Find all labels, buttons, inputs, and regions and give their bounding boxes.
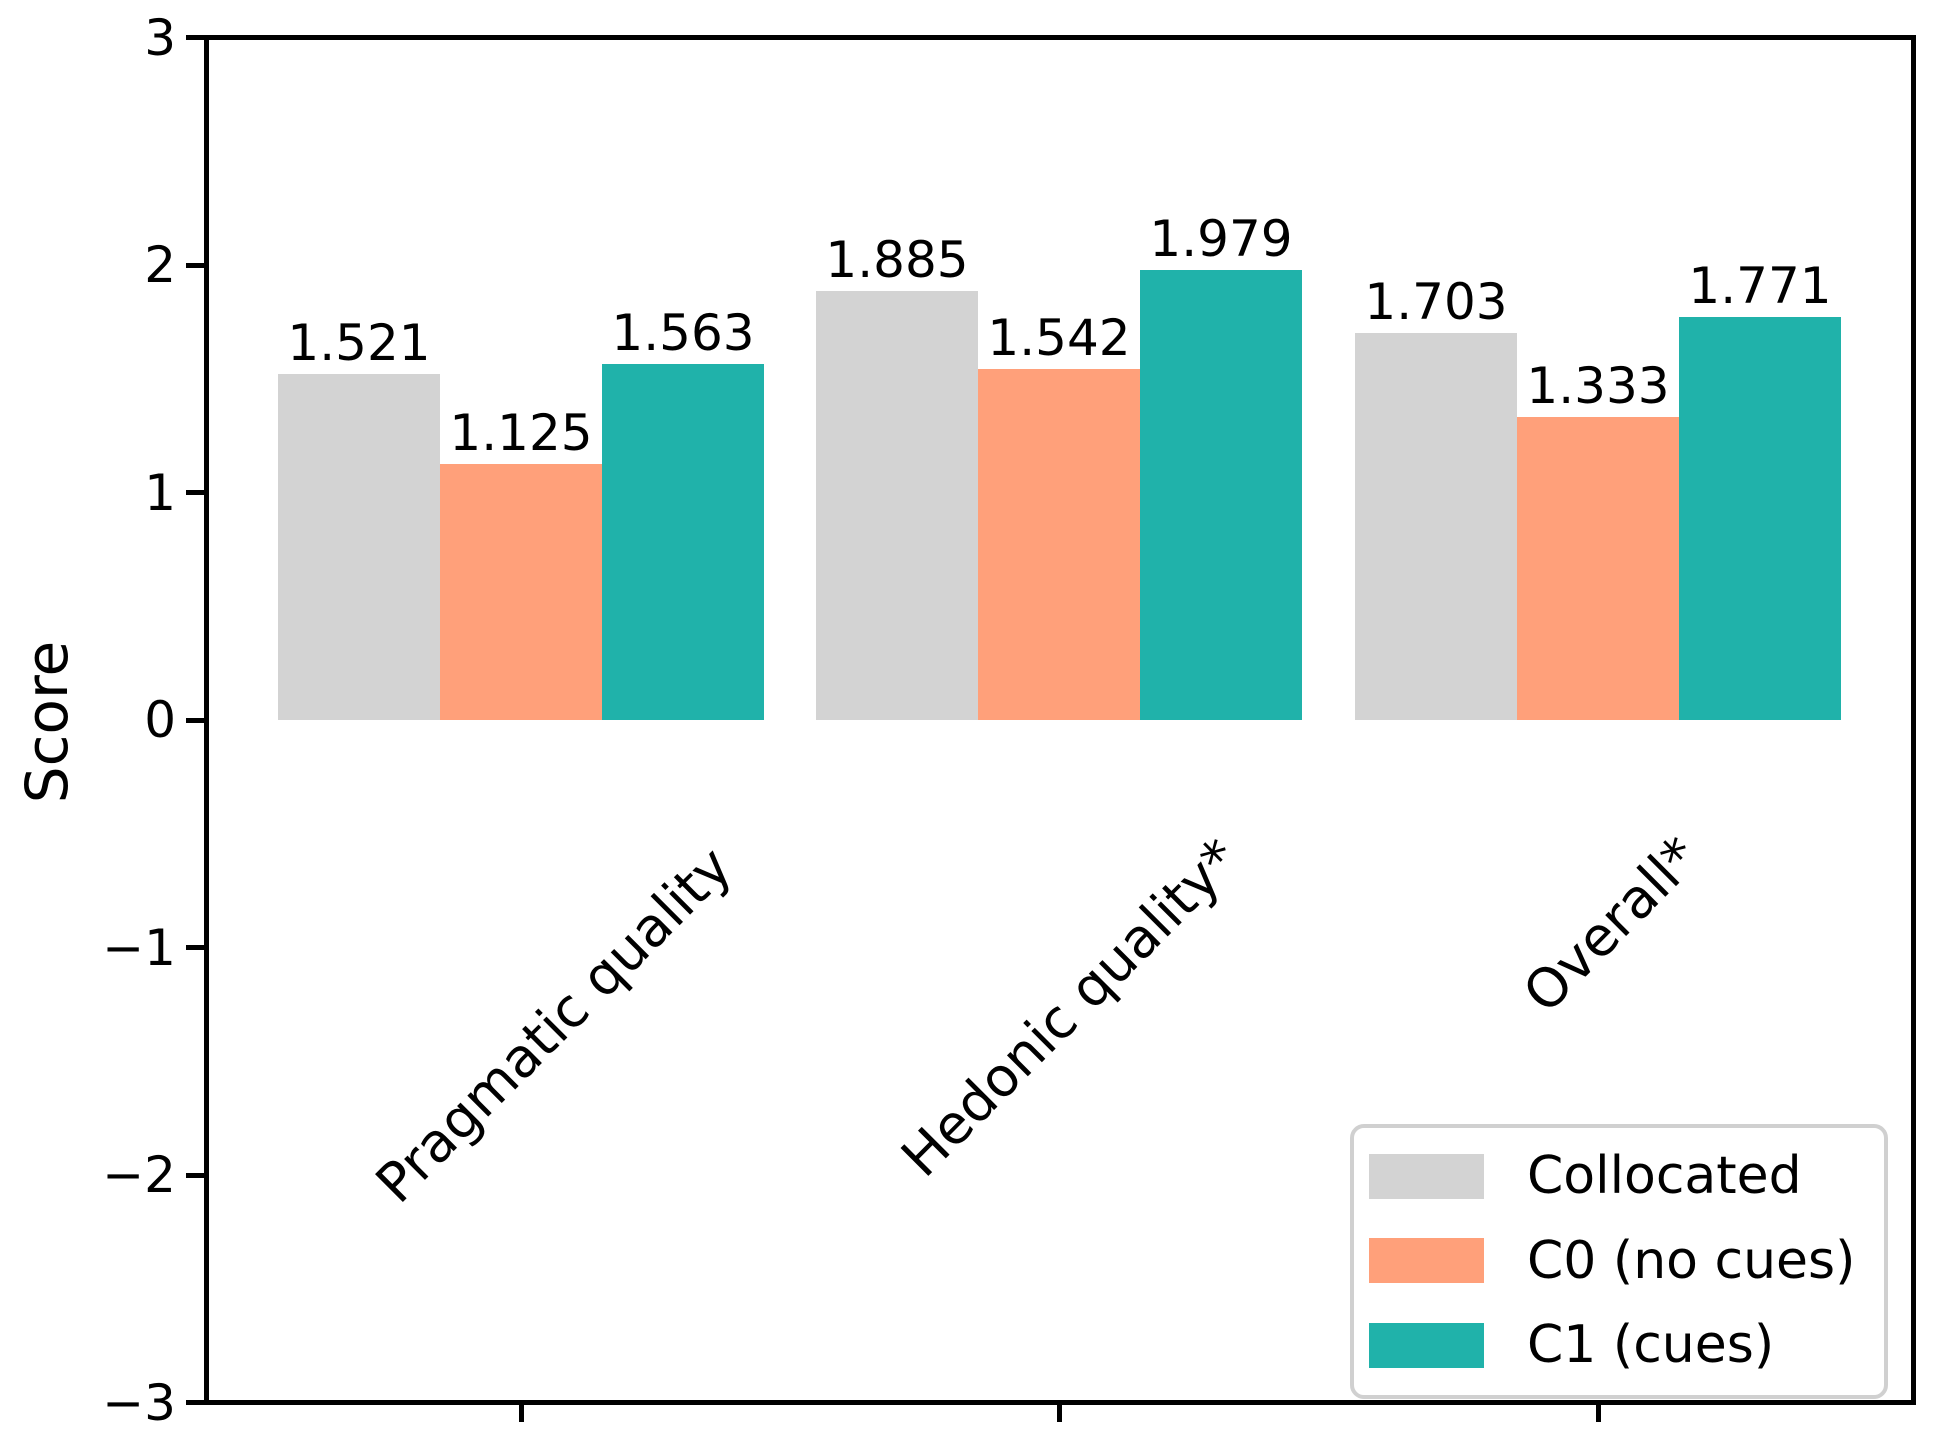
bar-value-label: 1.703	[1364, 273, 1508, 331]
legend-label: C0 (no cues)	[1527, 1230, 1856, 1291]
bar-value-label: 1.521	[287, 314, 431, 372]
legend-item-3: C1 (cues)	[1369, 1319, 1874, 1371]
y-tick-label: −3	[102, 1373, 176, 1432]
bar-c0-no-cues--0	[440, 464, 602, 720]
y-tick-label: 2	[144, 236, 176, 294]
y-tick-mark	[186, 490, 204, 495]
legend-item-1: Collocated	[1369, 1150, 1874, 1202]
bar-c1-cues--2	[1679, 317, 1841, 720]
bar-value-label: 1.542	[987, 309, 1131, 367]
y-tick-mark	[186, 1172, 204, 1178]
y-tick-label: 0	[144, 691, 176, 749]
bar-c0-no-cues--2	[1517, 417, 1679, 720]
bar-value-label: 1.771	[1688, 257, 1832, 315]
x-tick-mark	[1056, 1405, 1062, 1422]
bar-value-label: 1.563	[611, 304, 755, 362]
legend-label: Collocated	[1527, 1146, 1802, 1206]
bar-value-label: 1.333	[1526, 357, 1670, 415]
legend-item-2: C0 (no cues)	[1369, 1235, 1874, 1287]
x-tick-mark	[1595, 1405, 1601, 1422]
y-tick-label: 3	[144, 8, 176, 67]
bar-value-label: 1.979	[1149, 210, 1293, 268]
legend-swatch	[1369, 1153, 1484, 1199]
bar-collocated-0	[278, 374, 440, 720]
y-tick-label: −2	[102, 1146, 176, 1204]
plot-area	[204, 35, 1916, 1405]
bar-c1-cues--0	[602, 364, 764, 720]
x-tick-mark	[518, 1405, 524, 1422]
bar-value-label: 1.125	[449, 404, 593, 462]
legend-label: C1 (cues)	[1527, 1315, 1775, 1375]
bar-collocated-1	[816, 291, 978, 720]
y-tick-mark	[186, 945, 204, 950]
y-tick-mark	[186, 35, 204, 40]
bar-collocated-2	[1355, 333, 1517, 720]
y-tick-mark	[186, 717, 204, 723]
bar-c0-no-cues--1	[978, 369, 1140, 720]
y-tick-mark	[186, 262, 204, 268]
legend-swatch	[1369, 1322, 1484, 1368]
y-tick-label: 1	[144, 463, 176, 522]
bar-c1-cues--1	[1140, 270, 1302, 720]
legend: Collocated C0 (no cues) C1 (cues)	[1350, 1124, 1888, 1399]
bar-value-label: 1.885	[825, 231, 969, 289]
y-tick-mark	[186, 1400, 204, 1405]
y-tick-label: −1	[102, 918, 176, 977]
legend-swatch	[1369, 1238, 1484, 1283]
